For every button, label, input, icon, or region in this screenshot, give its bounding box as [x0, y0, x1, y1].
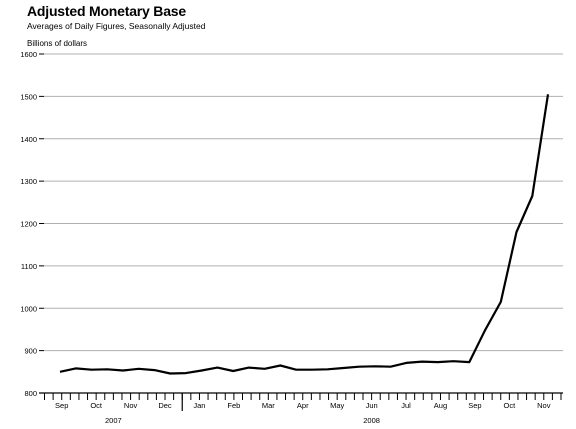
x-tick-label: Oct — [90, 401, 103, 410]
y-tick-label: 800 — [24, 389, 37, 398]
y-tick-label: 1300 — [20, 177, 37, 186]
x-tick-label: Apr — [297, 401, 309, 410]
x-tick-label: Jul — [401, 401, 411, 410]
y-tick-label: 900 — [24, 347, 37, 356]
x-axis: Sep Oct Nov Dec Jan Feb Mar Apr May Jun Jul Aug Sep O… — [39, 392, 563, 425]
chart-subtitle: Averages of Daily Figures, Seasonally Ad… — [27, 21, 206, 31]
y-tick-label: 1500 — [20, 92, 37, 101]
x-tick-label: May — [330, 401, 344, 410]
x-tick-label: Sep — [468, 401, 481, 410]
y-tick-label: 1200 — [20, 220, 37, 229]
x-tick-label: Aug — [434, 401, 447, 410]
x-tick-label: Dec — [158, 401, 172, 410]
y-tick-label: 1100 — [21, 262, 37, 271]
chart-title: Adjusted Monetary Base — [27, 3, 186, 19]
x-tick-label: Jun — [366, 401, 378, 410]
gridlines — [44, 53, 563, 352]
series-line — [59, 94, 550, 375]
x-tick-label: Mar — [262, 401, 275, 410]
x-tick-label: Sep — [55, 401, 68, 410]
x-tick-label: Nov — [537, 401, 551, 410]
year-label: 2007 — [105, 416, 122, 425]
y-tick-label: 1400 — [20, 135, 37, 144]
x-tick-label: Oct — [504, 401, 517, 410]
x-tick-label: Jan — [193, 401, 205, 410]
x-tick-label: Nov — [124, 401, 138, 410]
y-axis-ticks: 800 900 1000 1100 1200 1300 1400 1500 1600 — [20, 50, 44, 398]
y-axis-label: Billions of dollars — [27, 39, 88, 48]
y-tick-label: 1000 — [20, 304, 37, 313]
y-tick-label: 1600 — [20, 50, 37, 59]
x-tick-label: Feb — [227, 401, 240, 410]
year-label: 2008 — [363, 416, 380, 425]
